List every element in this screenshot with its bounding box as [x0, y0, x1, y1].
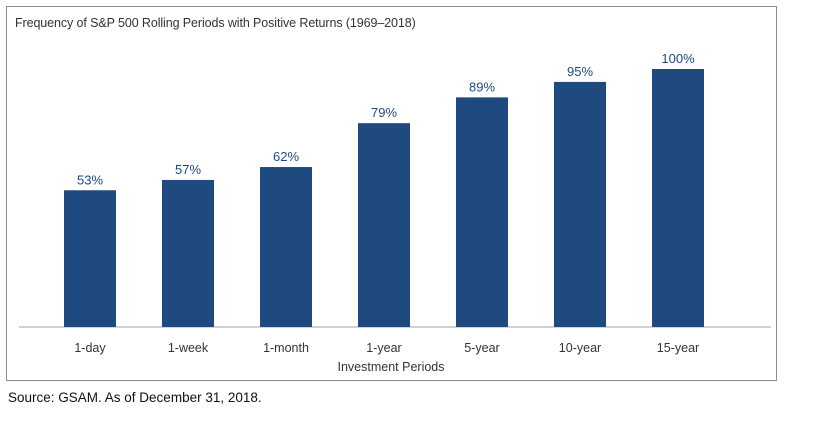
- bar-1-day: [64, 190, 116, 327]
- x-tick-label: 5-year: [464, 341, 499, 355]
- source-note: Source: GSAM. As of December 31, 2018.: [8, 390, 262, 405]
- bar-chart: 53% 1-day 57% 1-week 62% 1-month 79% 1-year 89% 5…: [19, 51, 771, 374]
- x-tick-label: 1-month: [263, 341, 309, 355]
- bar-5-year: [456, 97, 508, 327]
- bar-1-month: [260, 167, 312, 327]
- chart-title: Frequency of S&P 500 Rolling Periods wit…: [15, 16, 416, 30]
- bar-value-label: 53%: [77, 172, 103, 187]
- bar-value-label: 57%: [175, 162, 201, 177]
- bar-value-label: 95%: [567, 64, 593, 79]
- bar-15-year: [652, 69, 704, 327]
- bar-1-year: [358, 123, 410, 328]
- x-tick-label: 1-year: [366, 341, 401, 355]
- x-tick-label: 1-week: [168, 341, 209, 355]
- bar-value-label: 89%: [469, 79, 495, 94]
- x-axis-label: Investment Periods: [338, 360, 445, 374]
- x-tick-label: 1-day: [74, 341, 106, 355]
- bar-1-week: [162, 179, 214, 327]
- bar-value-label: 100%: [661, 51, 695, 66]
- x-tick-label: 15-year: [657, 341, 699, 355]
- x-tick-label: 10-year: [559, 341, 601, 355]
- chart-frame: Frequency of S&P 500 Rolling Periods wit…: [6, 6, 777, 381]
- bar-value-label: 79%: [371, 105, 397, 120]
- bars-group: 53% 1-day 57% 1-week 62% 1-month 79% 1-year 89% 5…: [64, 51, 704, 355]
- bar-value-label: 62%: [273, 149, 299, 164]
- bar-10-year: [554, 81, 606, 328]
